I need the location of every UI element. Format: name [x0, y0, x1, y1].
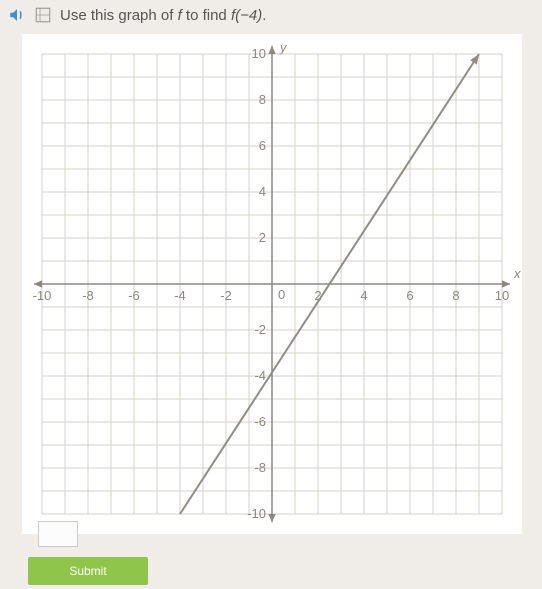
expand-icon[interactable] [34, 6, 52, 24]
svg-text:-2: -2 [254, 322, 266, 337]
speaker-icon[interactable] [8, 6, 26, 24]
svg-text:-4: -4 [254, 368, 266, 383]
svg-text:-2: -2 [220, 288, 232, 303]
svg-text:8: 8 [452, 288, 459, 303]
answer-input[interactable] [38, 521, 78, 547]
svg-text:8: 8 [259, 92, 266, 107]
question-header: Use this graph of f to find f(−4). [0, 0, 542, 34]
svg-text:2: 2 [259, 230, 266, 245]
svg-text:0: 0 [278, 287, 285, 302]
svg-text:4: 4 [259, 184, 266, 199]
prompt-mid: to find [182, 7, 231, 24]
svg-text:-4: -4 [174, 288, 186, 303]
prompt-suffix: . [262, 7, 266, 24]
svg-text:-10: -10 [33, 288, 52, 303]
svg-text:6: 6 [259, 138, 266, 153]
svg-text:4: 4 [360, 288, 367, 303]
coordinate-graph: -10-8-6-4-20246810-10-8-6-4-2246810xy [22, 34, 522, 534]
svg-text:-6: -6 [254, 414, 266, 429]
svg-text:x: x [513, 266, 521, 281]
svg-text:10: 10 [252, 46, 266, 61]
svg-text:6: 6 [406, 288, 413, 303]
svg-text:-8: -8 [254, 460, 266, 475]
question-prompt: Use this graph of f to find f(−4). [60, 7, 266, 24]
svg-text:-6: -6 [128, 288, 140, 303]
svg-text:-8: -8 [82, 288, 94, 303]
submit-button[interactable]: Submit [28, 557, 148, 585]
svg-text:10: 10 [495, 288, 509, 303]
prompt-func: f(−4) [231, 7, 262, 24]
chart-container: -10-8-6-4-20246810-10-8-6-4-2246810xy [22, 34, 522, 534]
prompt-prefix: Use this graph of [60, 7, 178, 24]
svg-text:-10: -10 [247, 506, 266, 521]
